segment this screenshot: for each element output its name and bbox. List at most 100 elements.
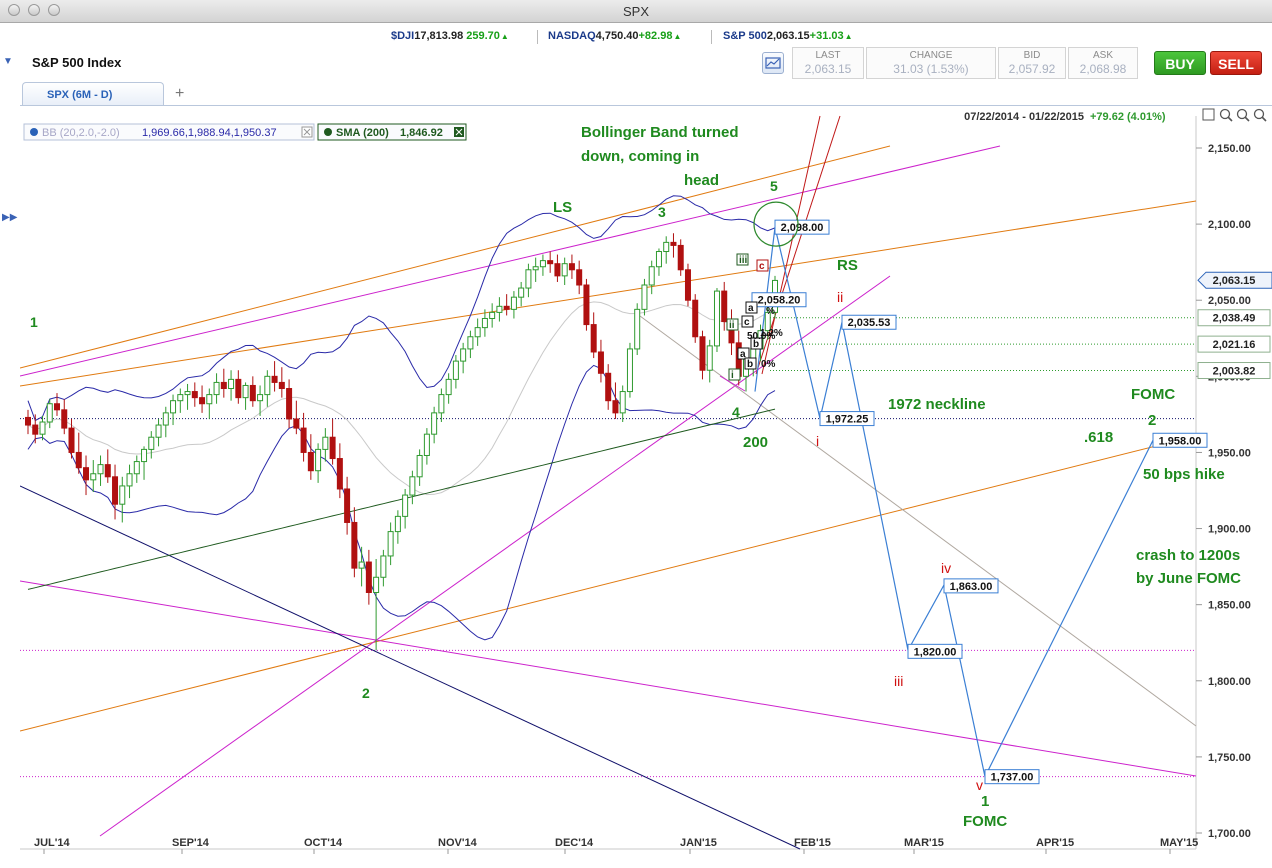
- tab-label: SPX (6M - D): [47, 89, 113, 101]
- collapse-icon[interactable]: ▼: [3, 56, 13, 67]
- quote-label: BID: [1023, 50, 1041, 61]
- add-tab-button[interactable]: +: [175, 85, 185, 102]
- y-tick-label: 2,100.00: [1208, 219, 1251, 231]
- chart-area[interactable]: 2,098.00 2,058.20 1,972.25 2,035.53 1,820.00…: [20, 105, 1272, 868]
- candle-body: [220, 381, 227, 390]
- mini-label: c: [744, 317, 750, 328]
- zoom-out-icon[interactable]: [1236, 108, 1250, 122]
- y-tick-label: 2,050.00: [1208, 295, 1251, 307]
- tab-spx-6m-d[interactable]: SPX (6M - D): [22, 82, 164, 106]
- candle-body: [576, 269, 583, 286]
- ticker-nasdaq[interactable]: NASDAQ4,750.40+82.98▲: [548, 30, 681, 42]
- candle-body: [612, 400, 619, 414]
- x-tick-label: OCT'14: [304, 837, 343, 849]
- quote-change: CHANGE 31.03 (1.53%): [866, 47, 996, 79]
- candle-body: [474, 327, 481, 338]
- price-tag: 2,063.15: [1197, 271, 1272, 289]
- mini-label: a: [748, 303, 754, 314]
- x-tick-label: APR'15: [1036, 837, 1074, 849]
- mini-label: 1.2%: [760, 328, 783, 339]
- projection-label: 2,058.20: [758, 295, 801, 307]
- candle-body: [445, 378, 452, 396]
- wave-annotation: by June FOMC: [1136, 570, 1241, 587]
- candle-body: [351, 521, 358, 569]
- candle-body: [235, 378, 242, 399]
- legend-box: [23, 123, 315, 141]
- candle-body: [547, 260, 554, 265]
- zoom-reset-icon[interactable]: [1253, 108, 1267, 122]
- y-tick-label: 1,900.00: [1208, 524, 1251, 536]
- candle-body: [605, 372, 612, 402]
- legend-close-icon[interactable]: [301, 126, 313, 138]
- legend-close-icon[interactable]: [454, 127, 464, 137]
- candle-body: [539, 260, 546, 268]
- quote-ask: ASK 2,068.98: [1068, 47, 1138, 79]
- price-chart[interactable]: 2,098.00 2,058.20 1,972.25 2,035.53 1,820.00…: [20, 106, 1272, 868]
- candle-body: [721, 290, 728, 323]
- trendlines-layer: [20, 115, 1197, 850]
- candle-body: [380, 555, 387, 578]
- wave-annotation: 1: [30, 314, 38, 330]
- ticker-divider: [711, 30, 712, 44]
- legend-bollinger[interactable]: BB (20,2.0,-2.0) 1,969.66,1,988.94,1,950…: [23, 123, 315, 141]
- legend-bullet-icon: [324, 128, 332, 136]
- projection-point: 1,972.25: [819, 411, 875, 427]
- x-tick-label: FEB'15: [794, 837, 831, 849]
- projection-point: 2,098.00: [774, 219, 830, 235]
- candle-body: [692, 299, 699, 338]
- close-window-button[interactable]: [8, 4, 20, 16]
- mini-label-box: [756, 259, 769, 272]
- candle-body: [561, 263, 568, 277]
- price-tag-label: 2,003.82: [1213, 366, 1256, 378]
- candle-body: [271, 375, 278, 383]
- legend-sma[interactable]: SMA (200) 1,846.92: [317, 123, 467, 141]
- buy-button[interactable]: BUY: [1154, 51, 1206, 75]
- price-tag-box: [1197, 309, 1271, 327]
- bollinger-upper-band: [27, 195, 776, 422]
- wave-annotation: crash to 1200s: [1136, 547, 1240, 564]
- projection-point: 1,737.00: [984, 769, 1040, 785]
- wave-annotation: 50 bps hike: [1143, 466, 1225, 483]
- left-panel-strip: ▶▶: [0, 82, 20, 867]
- axis-layer: 2,150.002,100.002,050.002,000.001,950.00…: [34, 143, 1272, 854]
- trendline: [719, 375, 746, 392]
- mini-label-box: [726, 318, 739, 331]
- indicator-layer: [27, 195, 776, 641]
- legend-sma-values: 1,846.92: [400, 127, 443, 139]
- zoom-in-icon[interactable]: [1219, 108, 1233, 122]
- candle-body: [286, 388, 293, 420]
- candle-body: [655, 251, 662, 268]
- legend-sma-name: SMA (200): [336, 127, 389, 139]
- quote-detail-icon[interactable]: [762, 52, 784, 74]
- projection-label-box: [943, 578, 999, 594]
- candle-body: [68, 427, 75, 453]
- fit-chart-icon[interactable]: [1202, 108, 1215, 121]
- candle-body: [684, 269, 691, 301]
- y-tick-label: 2,150.00: [1208, 143, 1251, 155]
- candle-body: [452, 360, 459, 380]
- subwave-annotation: ii: [837, 289, 843, 305]
- subwave-annotation: v: [976, 777, 983, 793]
- quote-value: 2,057.92: [1008, 62, 1056, 76]
- x-tick-label: SEP'14: [172, 837, 210, 849]
- sell-button[interactable]: SELL: [1210, 51, 1262, 75]
- quote-header: ▼ S&P 500 Index LAST 2,063.15 CHANGE 31.…: [0, 46, 1272, 82]
- bollinger-middle-band: [27, 301, 776, 496]
- mini-label-box: [728, 368, 741, 381]
- wave-annotation: down, coming in: [581, 148, 699, 165]
- ticker-dji[interactable]: $DJI17,813.98 259.70▲: [391, 30, 509, 42]
- ticker-sp500[interactable]: S&P 5002,063.15+31.03▲: [723, 30, 853, 42]
- candle-body: [431, 412, 438, 435]
- range-change: +79.62 (4.01%): [1090, 111, 1166, 123]
- candle-body: [532, 266, 539, 271]
- minimize-window-button[interactable]: [28, 4, 40, 16]
- quote-label: CHANGE: [909, 50, 953, 61]
- projection-label: 2,035.53: [848, 317, 891, 329]
- expand-panel-icon[interactable]: ▶▶: [2, 212, 18, 223]
- ticker-price: 17,813.98: [414, 30, 464, 42]
- zoom-window-button[interactable]: [48, 4, 60, 16]
- candle-body: [764, 311, 771, 332]
- candle-body: [590, 324, 597, 353]
- candle-body: [278, 381, 285, 390]
- candle-body: [264, 375, 271, 396]
